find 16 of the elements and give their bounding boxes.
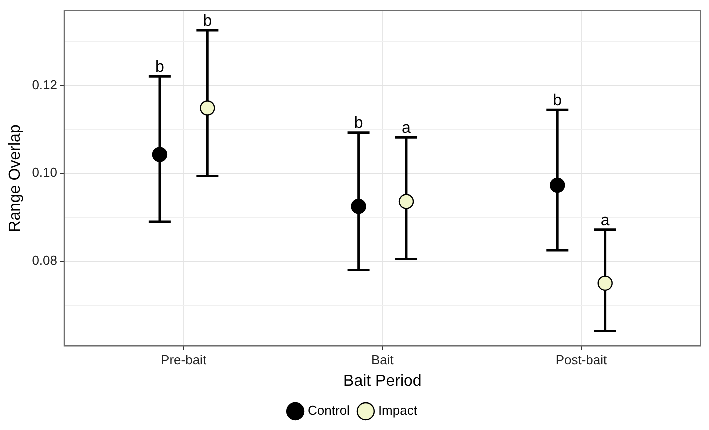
annotation: a [402, 120, 412, 138]
x-tick-label: Post-bait [556, 352, 608, 368]
x-tick-label: Bait [371, 352, 394, 368]
y-axis-title: Range Overlap [7, 124, 24, 232]
y-tick-label: 0.12 [32, 77, 58, 92]
x-axis-title: Bait Period [344, 372, 422, 390]
y-tick-label: 0.10 [32, 165, 58, 180]
annotation: b [203, 12, 212, 30]
y-tick-label: 0.08 [32, 253, 58, 268]
annotation: b [553, 92, 562, 110]
annotation: a [600, 212, 610, 230]
annotation: b [354, 115, 364, 132]
legend-label: Control [308, 403, 350, 418]
legend-label: Impact [378, 403, 418, 418]
x-tick-label: Pre-bait [161, 352, 207, 368]
annotation: b [155, 59, 164, 76]
